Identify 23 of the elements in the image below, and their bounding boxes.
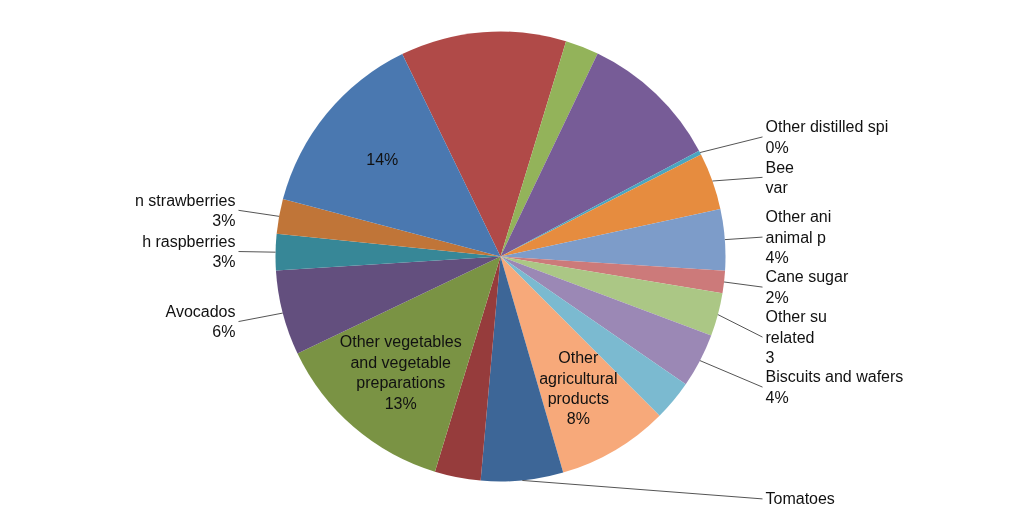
slice-label: Tomatoes — [765, 490, 835, 508]
data-label: 6% — [212, 323, 236, 341]
slice-label: Cane sugar — [765, 268, 849, 286]
slice-label: Biscuits and wafers — [765, 368, 904, 386]
data-label: 0% — [765, 138, 789, 156]
data-label: 3% — [212, 212, 236, 230]
data-label: 4% — [765, 388, 789, 406]
data-label: 3 — [765, 349, 775, 366]
data-label: 2% — [765, 288, 789, 306]
slice-label: Bee var — [765, 158, 795, 197]
slice-label: Other ani animal p — [765, 208, 832, 246]
slice-label: h raspberries — [142, 232, 236, 250]
slice-label: Avocados — [165, 302, 236, 320]
slice-label: Other su related — [765, 308, 827, 346]
slice-label: Other vegetables and vegetable preparations — [339, 333, 462, 392]
slice-label: n strawberries — [135, 191, 236, 209]
data-label: 8% — [566, 410, 590, 428]
data-label: 13% — [384, 394, 417, 412]
slice-label: Other agricultural products — [539, 349, 618, 407]
data-label: 14% — [366, 150, 399, 168]
data-label: 4% — [765, 249, 789, 266]
data-label: 3% — [212, 253, 236, 271]
slice-label: Other distilled spi — [765, 118, 889, 136]
